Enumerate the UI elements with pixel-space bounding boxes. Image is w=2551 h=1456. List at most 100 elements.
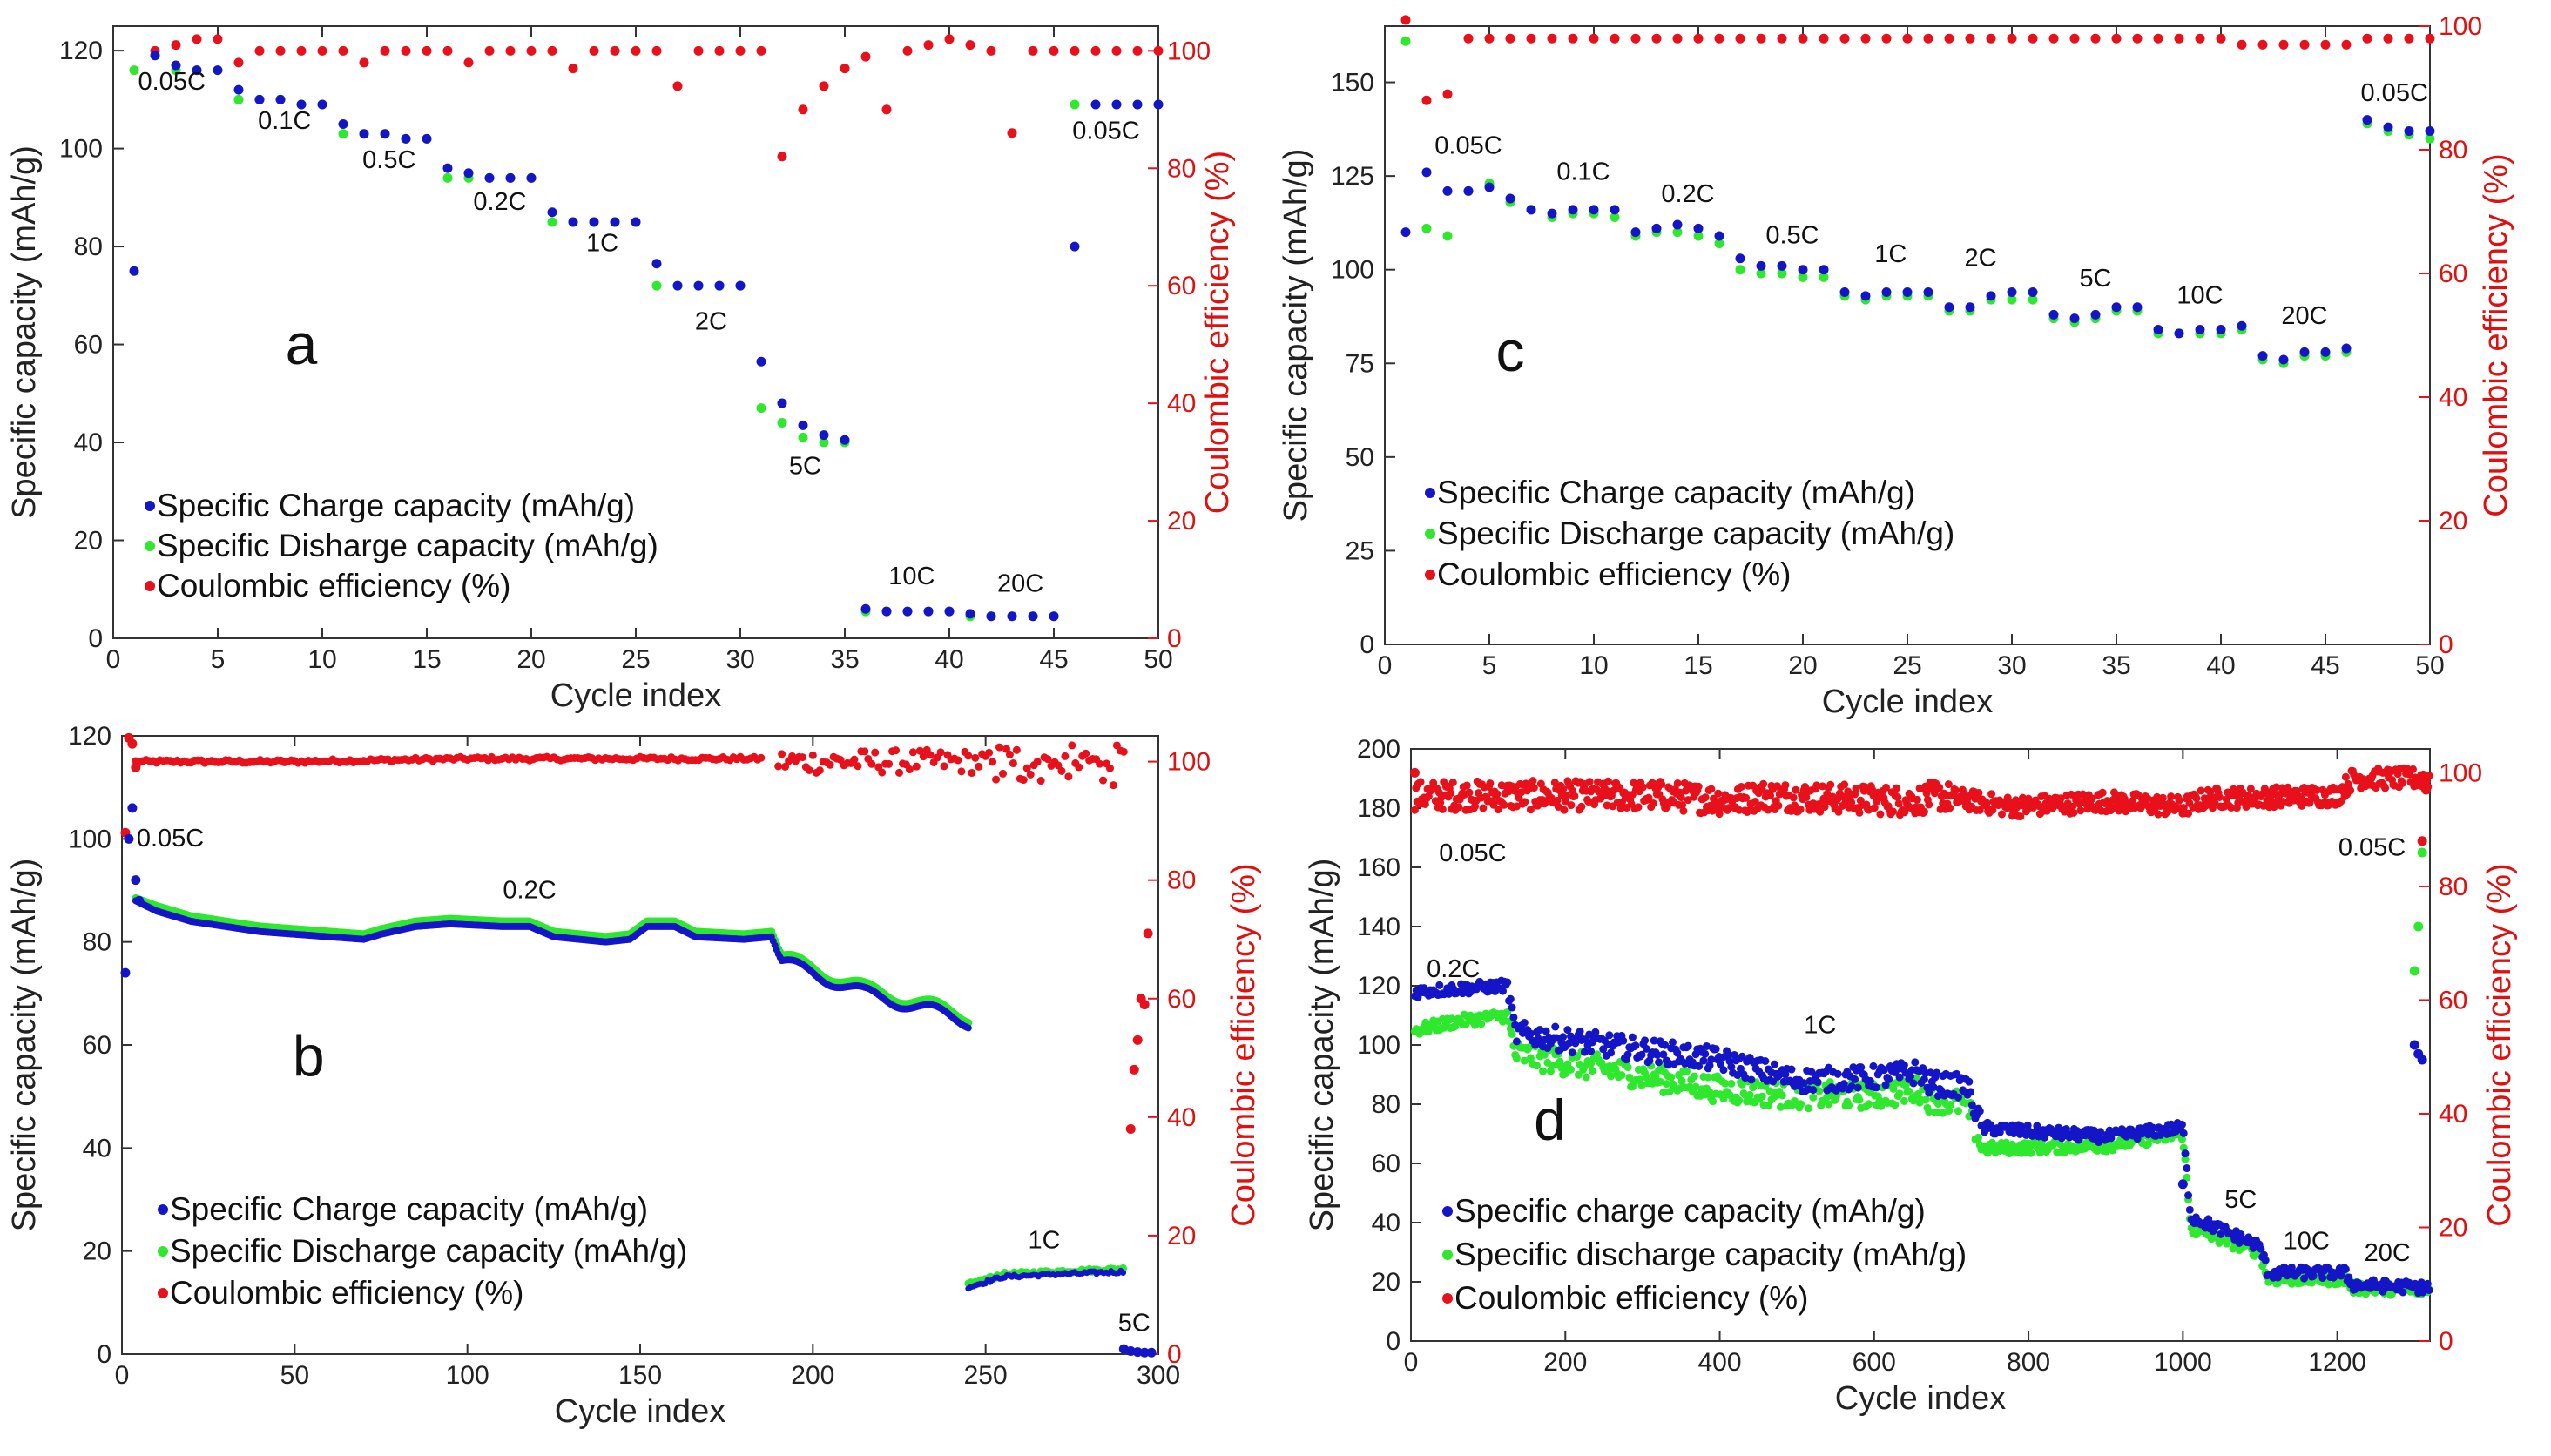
x-tick-label: 20 — [1788, 651, 1817, 680]
charge-point — [1520, 1018, 1529, 1027]
discharge-point — [777, 418, 787, 428]
efficiency-point — [940, 762, 948, 771]
discharge-point — [233, 94, 244, 104]
efficiency-point — [401, 45, 411, 56]
charge-point — [1727, 1062, 1736, 1071]
efficiency-point — [2399, 779, 2407, 787]
discharge-point — [1735, 1096, 1744, 1105]
charge-point — [1860, 291, 1871, 301]
efficiency-point — [798, 104, 808, 115]
charge-point — [380, 129, 390, 139]
discharge-point — [129, 65, 139, 76]
discharge-point — [547, 217, 557, 227]
charge-point — [2007, 287, 2017, 298]
discharge-point — [1735, 265, 1745, 275]
efficiency-point — [777, 152, 787, 162]
x-tick-label: 0 — [115, 1361, 130, 1390]
charge-point — [1701, 1049, 1710, 1058]
charge-point — [1761, 1057, 1770, 1066]
efficiency-point — [2129, 797, 2137, 806]
x-tick-label: 30 — [1997, 651, 2026, 680]
y2-tick-label: 100 — [1167, 748, 1211, 777]
charge-point — [1995, 1128, 2004, 1136]
charge-point — [2177, 1120, 2186, 1129]
y2-tick-label: 80 — [2439, 873, 2467, 901]
efficiency-point — [1679, 806, 1688, 815]
legend-discharge-marker — [1425, 529, 1435, 539]
charge-point — [2023, 1121, 2032, 1129]
rate-label: 0.2C — [503, 876, 556, 904]
discharge-point — [1525, 1043, 1534, 1052]
discharge-point — [1667, 1073, 1676, 1082]
charge-point — [1925, 1089, 1933, 1097]
legend-discharge-text: Specific discharge capacity (mAh/g) — [1454, 1237, 1967, 1272]
charge-point — [1132, 99, 1143, 110]
y2-tick-label: 60 — [1167, 985, 1196, 1014]
charge-point — [965, 609, 975, 619]
discharge-point — [651, 280, 662, 291]
x-tick-label: 40 — [2206, 651, 2235, 680]
x-tick-label: 50 — [2415, 651, 2444, 680]
efficiency-point — [1090, 45, 1101, 56]
y-tick-label: 0 — [1360, 630, 1374, 659]
charge-point — [1526, 205, 1536, 215]
efficiency-point — [1935, 783, 1944, 792]
efficiency-point — [275, 45, 286, 56]
charge-point — [1580, 1048, 1589, 1056]
efficiency-point — [926, 751, 935, 759]
efficiency-point — [2272, 783, 2281, 792]
efficiency-point — [1925, 800, 1933, 809]
efficiency-point — [1125, 1123, 1136, 1134]
discharge-point — [1738, 1080, 1746, 1089]
charge-point — [1414, 993, 1422, 1001]
efficiency-point — [1988, 806, 1997, 814]
efficiency-point — [1657, 779, 1666, 788]
charge-point — [1853, 1083, 1862, 1092]
charge-point — [2341, 343, 2352, 354]
discharge-point — [1662, 1080, 1670, 1089]
efficiency-point — [1982, 799, 1991, 807]
charge-point — [1900, 1061, 1908, 1069]
efficiency-point — [2362, 33, 2372, 44]
charge-point — [134, 895, 145, 906]
charge-point — [2184, 1191, 2193, 1200]
charge-point — [2261, 1256, 2270, 1264]
efficiency-point — [2056, 794, 2065, 803]
efficiency-point — [693, 45, 704, 56]
x-tick-label: 1000 — [2154, 1348, 2212, 1377]
charge-point — [902, 606, 913, 617]
discharge-point — [2181, 1155, 2190, 1163]
legend-charge-text: Specific Charge capacity (mAh/g) — [157, 488, 635, 523]
efficiency-point — [1486, 779, 1495, 788]
rate-label: 0.2C — [473, 188, 526, 216]
charge-point — [1954, 1093, 1962, 1102]
y2-tick-label: 100 — [2439, 758, 2482, 787]
discharge-point — [1520, 1056, 1529, 1065]
efficiency-point — [2076, 806, 2085, 815]
legend-charge-marker — [158, 1204, 168, 1215]
discharge-point — [2417, 847, 2427, 858]
discharge-point — [1607, 1072, 1616, 1081]
discharge-point — [1693, 231, 1704, 241]
efficiency-point — [1777, 33, 1787, 44]
charge-point — [1563, 1026, 1572, 1035]
x-tick-label: 800 — [2007, 1348, 2050, 1377]
charge-point — [1741, 1074, 1750, 1082]
x-axis-label: Cycle index — [555, 1393, 725, 1430]
legend-efficiency-marker — [145, 581, 155, 591]
charge-point — [213, 65, 223, 76]
x-tick-label: 5 — [211, 645, 226, 674]
x-tick-label: 600 — [1853, 1348, 1896, 1377]
discharge-point — [1778, 1091, 1786, 1100]
charge-point — [1880, 1066, 1888, 1075]
y2-tick-label: 80 — [1167, 866, 1196, 895]
efficiency-point — [2098, 788, 2107, 797]
charge-point — [860, 603, 871, 614]
efficiency-point — [1987, 790, 1996, 799]
discharge-point — [2325, 1280, 2333, 1289]
efficiency-point — [1834, 807, 1843, 816]
discharge-point — [1933, 1099, 1942, 1108]
x-tick-label: 25 — [1893, 651, 1921, 680]
charge-point — [2132, 302, 2143, 313]
efficiency-point — [2167, 792, 2176, 801]
